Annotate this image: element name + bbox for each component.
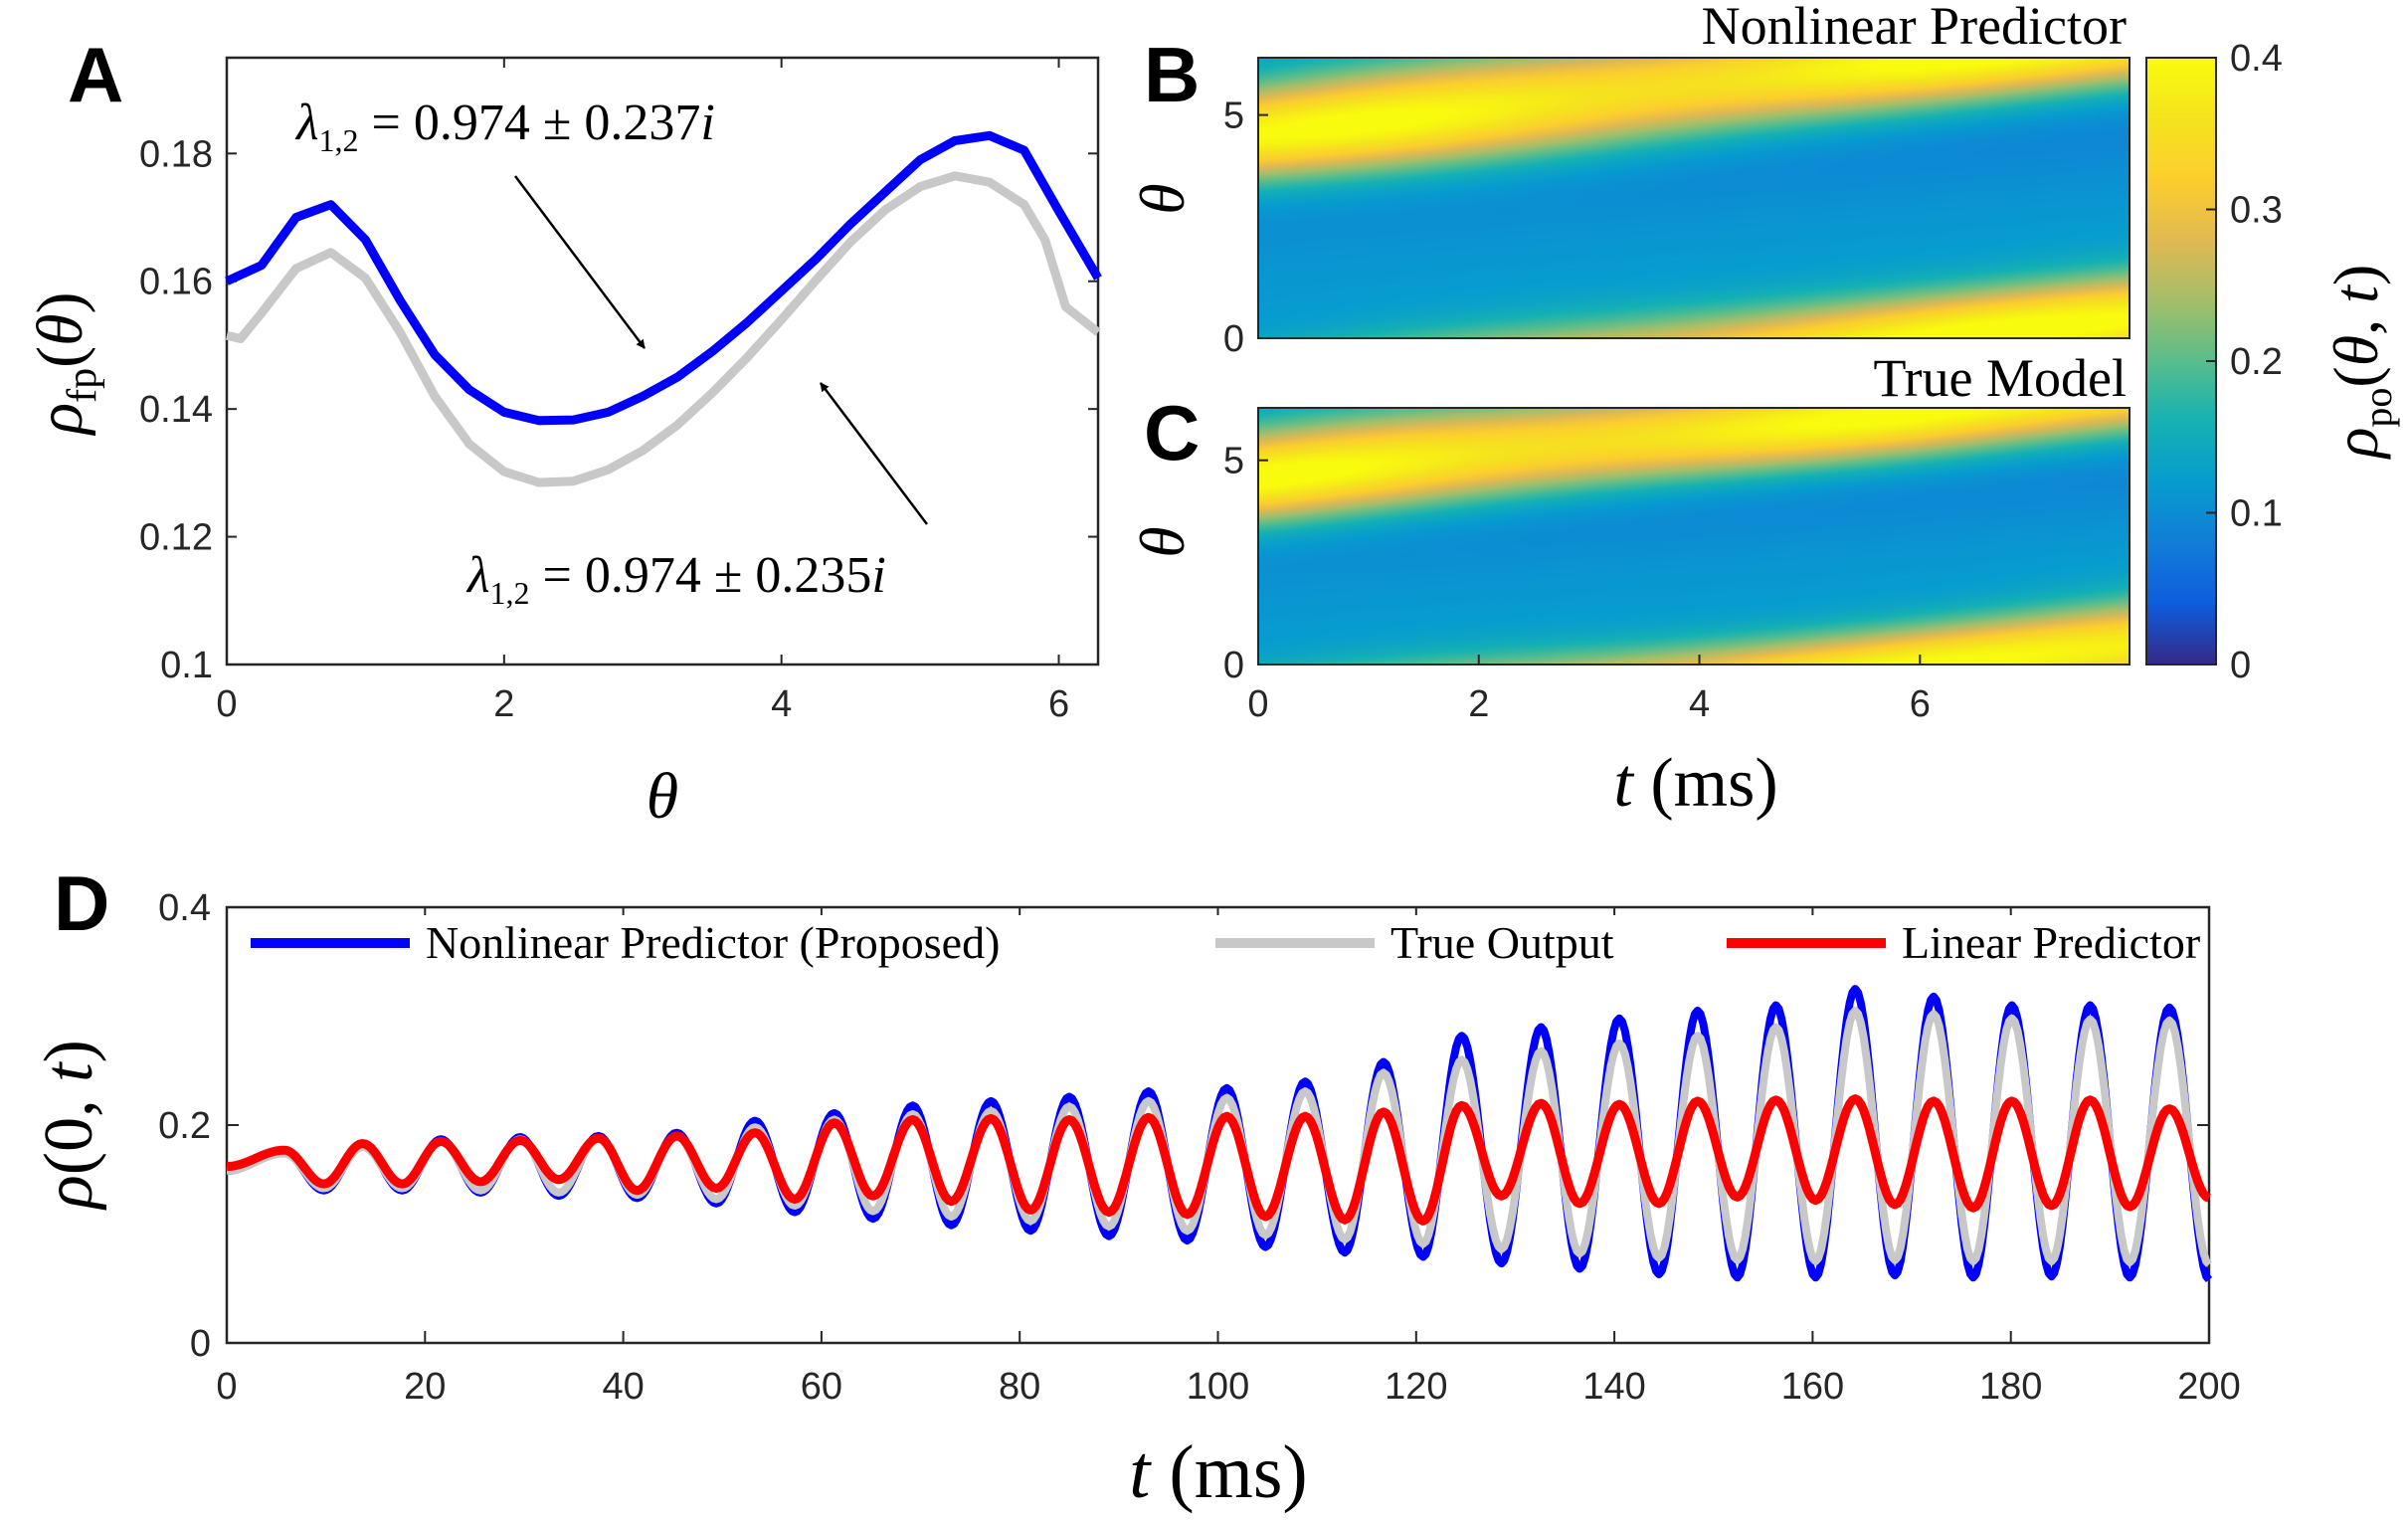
colorbar-gradient <box>2146 58 2216 665</box>
x-tick-label: 6 <box>1910 683 1931 725</box>
x-tick-label: 80 <box>999 1366 1040 1408</box>
legend: Nonlinear Predictor (Proposed) True Outp… <box>239 915 2200 971</box>
panel-c-x-label: t (ms) <box>1613 745 1777 822</box>
y-tick-label: 0.14 <box>139 389 213 431</box>
x-tick-label: 2 <box>493 683 514 725</box>
x-tick-label: 2 <box>1468 683 1489 725</box>
colorbar-tick-label: 0.3 <box>2230 190 2283 232</box>
annotation-arrow-nonlinear <box>514 175 646 349</box>
panel-d-x-ticks: 0 20 40 60 80 100 120 140 160 180 200 <box>216 907 2241 1408</box>
panel-letter-b: B <box>1144 31 1200 118</box>
panel-d: D 0 0.2 0.4 0 20 40 60 80 100 120 140 160 180 200 No… <box>31 859 2241 1514</box>
panel-b: B Nonlinear Predictor 05 θ <box>1127 0 2130 360</box>
panel-c-y-ticks: 05 <box>1223 441 1268 686</box>
legend-label-nonlinear: Nonlinear Predictor (Proposed) <box>426 917 1000 968</box>
panel-letter-a: A <box>68 31 123 118</box>
panel-a: A 0.1 0.12 0.14 0.16 0.18 0 2 4 6 λ1,2 = 0.974 … <box>24 31 1102 833</box>
x-tick-label: 160 <box>1781 1366 1844 1408</box>
y-tick-label: 0.18 <box>139 133 213 175</box>
y-tick-label: 0 <box>1223 645 1244 686</box>
panel-letter-d: D <box>54 859 109 947</box>
panel-b-y-ticks: 05 <box>1223 95 1268 360</box>
panel-a-x-ticks: 0 2 4 6 <box>216 58 1069 725</box>
panel-d-series <box>226 985 2213 1283</box>
panel-d-x-label: t (ms) <box>1129 1430 1307 1514</box>
x-tick-label: 0 <box>216 683 237 725</box>
x-tick-label: 40 <box>602 1366 644 1408</box>
panel-b-axes-box <box>1257 57 2130 339</box>
colorbar-tick-label: 0 <box>2230 645 2251 686</box>
y-tick-label: 0 <box>190 1323 211 1365</box>
y-tick-label: 5 <box>1223 95 1244 137</box>
x-tick-label: 140 <box>1582 1366 1645 1408</box>
panel-d-y-ticks: 0 0.2 0.4 <box>158 887 2209 1365</box>
colorbar-tick-label: 0.4 <box>2230 38 2283 80</box>
colorbar-tick-label: 0.1 <box>2230 493 2283 535</box>
panel-a-series <box>225 130 1102 487</box>
x-tick-label: 180 <box>1979 1366 2042 1408</box>
x-tick-label: 4 <box>1689 683 1710 725</box>
y-tick-label: 0.12 <box>139 517 213 559</box>
y-tick-label: 0.4 <box>158 887 211 929</box>
x-tick-label: 0 <box>216 1366 237 1408</box>
x-tick-label: 4 <box>771 683 792 725</box>
series-line-true-output <box>226 1007 2212 1267</box>
annotation-arrow-true <box>820 382 928 525</box>
y-tick-label: 0 <box>1223 318 1244 360</box>
heatmap-true-title: True Model <box>1873 348 2127 408</box>
series-line-true-output <box>225 171 1101 487</box>
panel-b-y-label: θ <box>1127 183 1198 214</box>
y-tick-label: 5 <box>1223 441 1244 482</box>
eigenvalue-annotation-nonlinear: λ1,2 = 0.974 ± 0.237i <box>294 95 715 158</box>
x-tick-label: 200 <box>2177 1366 2240 1408</box>
panel-c-x-ticks: 0 2 4 6 <box>1247 655 1931 725</box>
x-tick-label: 100 <box>1187 1366 1249 1408</box>
panel-a-y-ticks: 0.1 0.12 0.14 0.16 0.18 <box>139 133 1098 686</box>
panel-a-axes-box <box>225 56 1100 666</box>
panel-a-y-label: ρfp(θ) <box>24 291 105 436</box>
panel-a-x-label: θ <box>647 760 678 833</box>
panel-letter-c: C <box>1144 389 1200 476</box>
colorbar-tick-label: 0.2 <box>2230 341 2283 383</box>
heatmap-nonlinear <box>1258 58 2130 338</box>
legend-label-linear: Linear Predictor <box>1902 917 2200 968</box>
heatmap-nonlinear-title: Nonlinear Predictor <box>1702 0 2127 56</box>
colorbar: 0 0.1 0.2 0.3 0.4 ρpo(θ, t) <box>2145 38 2400 686</box>
panel-c-y-label: θ <box>1127 526 1198 557</box>
x-tick-label: 20 <box>404 1366 446 1408</box>
x-tick-label: 120 <box>1385 1366 1447 1408</box>
x-tick-label: 60 <box>801 1366 842 1408</box>
legend-label-true: True Output <box>1390 917 1614 968</box>
y-tick-label: 0.16 <box>139 262 213 303</box>
heatmap-true <box>1258 408 2130 665</box>
y-tick-label: 0.1 <box>160 645 213 686</box>
panel-d-y-label: ρ(0, t) <box>31 1040 107 1211</box>
colorbar-ticks: 0 0.1 0.2 0.3 0.4 <box>2206 38 2283 686</box>
colorbar-label: ρpo(θ, t) <box>2320 265 2400 461</box>
eigenvalue-annotation-true: λ1,2 = 0.974 ± 0.235i <box>465 547 886 611</box>
series-line-nonlinear <box>225 130 1102 426</box>
panel-c-axes-box <box>1257 407 2130 665</box>
x-tick-label: 0 <box>1247 683 1268 725</box>
series-line-linear <box>226 1094 2211 1226</box>
x-tick-label: 6 <box>1048 683 1069 725</box>
y-tick-label: 0.2 <box>158 1105 211 1147</box>
